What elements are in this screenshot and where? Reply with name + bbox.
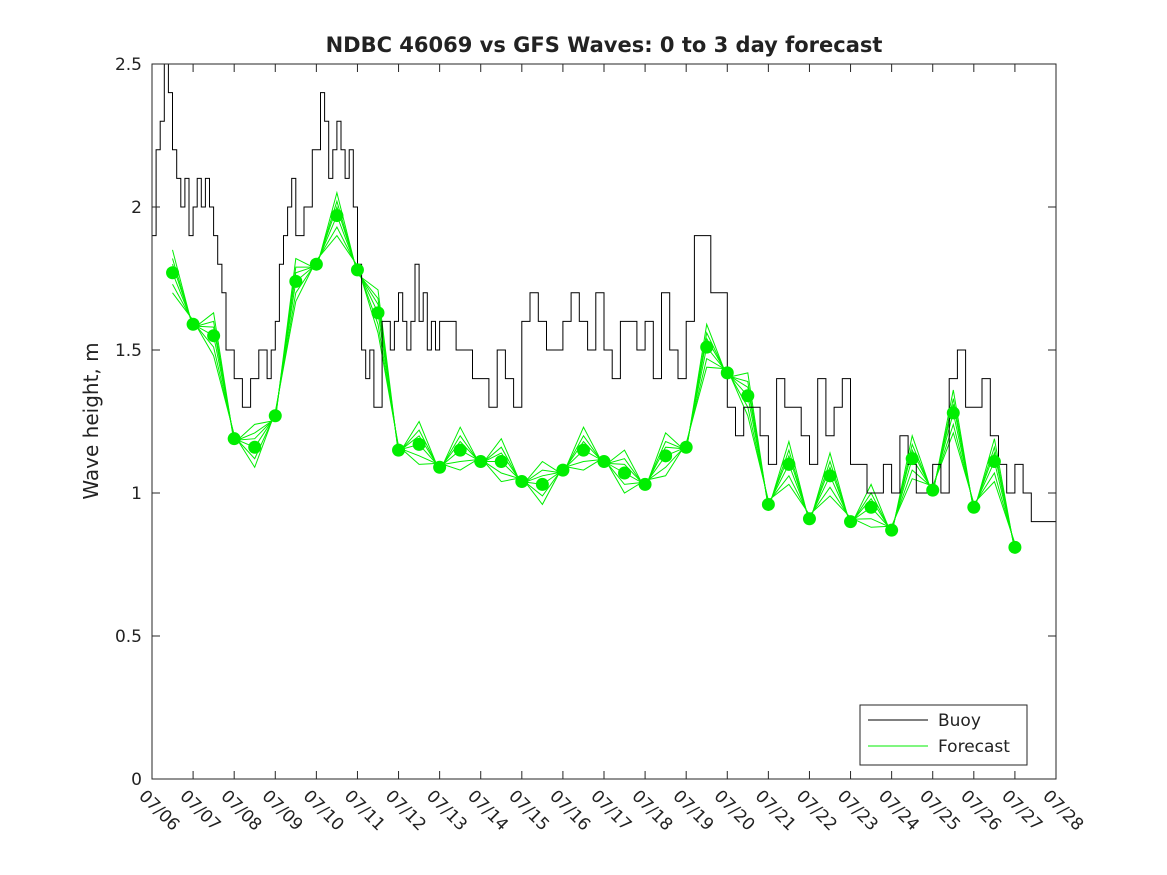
x-tick-label: 07/11	[340, 786, 389, 835]
forecast-point	[576, 443, 590, 457]
x-tick-label: 07/26	[956, 786, 1005, 835]
y-tick-label: 2.5	[115, 55, 142, 75]
x-tick-label: 07/07	[176, 786, 225, 835]
forecast-line	[172, 205, 1016, 550]
forecast-point	[844, 515, 858, 529]
forecast-point	[433, 460, 447, 474]
y-tick-label: 1	[131, 484, 142, 504]
forecast-point	[720, 366, 734, 380]
x-tick-label: 07/08	[217, 786, 266, 835]
forecast-point	[1008, 540, 1022, 554]
forecast-point	[802, 512, 816, 526]
forecast-point	[926, 483, 940, 497]
x-tick-label: 07/22	[792, 786, 841, 835]
x-tick-label: 07/13	[422, 786, 471, 835]
x-tick-label: 07/10	[299, 786, 348, 835]
y-tick-label: 0	[131, 770, 142, 790]
forecast-point	[207, 329, 221, 343]
forecast-lines	[172, 190, 1016, 552]
legend: Buoy Forecast	[859, 704, 1028, 766]
forecast-point	[823, 469, 837, 483]
x-tick-label: 07/25	[915, 786, 964, 835]
forecast-point	[597, 455, 611, 469]
forecast-line	[172, 214, 1016, 548]
x-tick-label: 07/18	[628, 786, 677, 835]
forecast-point	[987, 455, 1001, 469]
forecast-point	[618, 466, 632, 480]
forecast-point	[741, 389, 755, 403]
x-tick-label: 07/27	[997, 786, 1046, 835]
x-tick-label: 07/09	[258, 786, 307, 835]
forecast-point	[659, 449, 673, 463]
forecast-point	[268, 409, 282, 423]
x-tick-label: 07/28	[1038, 786, 1087, 835]
forecast-line	[172, 199, 1016, 551]
axes-box	[151, 63, 1057, 780]
forecast-line	[172, 225, 1016, 546]
forecast-point	[700, 340, 714, 354]
forecast-point	[946, 406, 960, 420]
forecast-point	[864, 500, 878, 514]
x-tick-label: 07/21	[751, 786, 800, 835]
forecast-point	[248, 440, 262, 454]
forecast-point	[556, 463, 570, 477]
x-tick-label: 07/15	[504, 786, 553, 835]
y-tick-label: 2	[131, 198, 142, 218]
legend-buoy-label: Buoy	[938, 711, 981, 731]
y-tick-label: 0.5	[115, 627, 142, 647]
forecast-point	[679, 440, 693, 454]
x-tick-label: 07/14	[463, 786, 512, 835]
forecast-point	[515, 475, 529, 489]
forecast-line	[172, 190, 1016, 552]
forecast-point	[309, 257, 323, 271]
forecast-point	[967, 500, 981, 514]
forecast-point	[186, 317, 200, 331]
x-tick-label: 07/16	[545, 786, 594, 835]
x-tick-label: 07/12	[381, 786, 430, 835]
y-axis-ticks: 0 0.5 1 1.5 2 2.5	[115, 55, 1056, 790]
x-tick-label: 07/17	[586, 786, 635, 835]
x-tick-label: 07/19	[669, 786, 718, 835]
forecast-point	[330, 209, 344, 223]
x-tick-label: 07/06	[134, 786, 183, 835]
forecast-point	[782, 457, 796, 471]
forecast-point	[392, 443, 406, 457]
legend-forecast-label: Forecast	[938, 737, 1010, 757]
forecast-point	[535, 477, 549, 491]
y-tick-label: 1.5	[115, 341, 142, 361]
forecast-point	[638, 477, 652, 491]
forecast-point	[166, 266, 180, 280]
y-axis-label: Wave height, m	[79, 342, 103, 499]
forecast-point	[371, 306, 385, 320]
chart-title: NDBC 46069 vs GFS Waves: 0 to 3 day fore…	[326, 33, 883, 57]
forecast-point	[289, 274, 303, 288]
forecast-point	[474, 455, 488, 469]
forecast-points	[166, 209, 1022, 554]
forecast-point	[885, 523, 899, 537]
forecast-point	[905, 452, 919, 466]
forecast-point	[412, 437, 426, 451]
forecast-point	[453, 443, 467, 457]
x-tick-label: 07/23	[833, 786, 882, 835]
forecast-point	[350, 263, 364, 277]
x-tick-label: 07/24	[874, 786, 923, 835]
buoy-line	[152, 63, 1057, 523]
legend-box	[859, 704, 1028, 766]
x-tick-label: 07/20	[710, 786, 759, 835]
forecast-point	[227, 432, 241, 446]
buoy-series	[152, 63, 1057, 523]
forecast-point	[494, 455, 508, 469]
forecast-point	[761, 497, 775, 511]
